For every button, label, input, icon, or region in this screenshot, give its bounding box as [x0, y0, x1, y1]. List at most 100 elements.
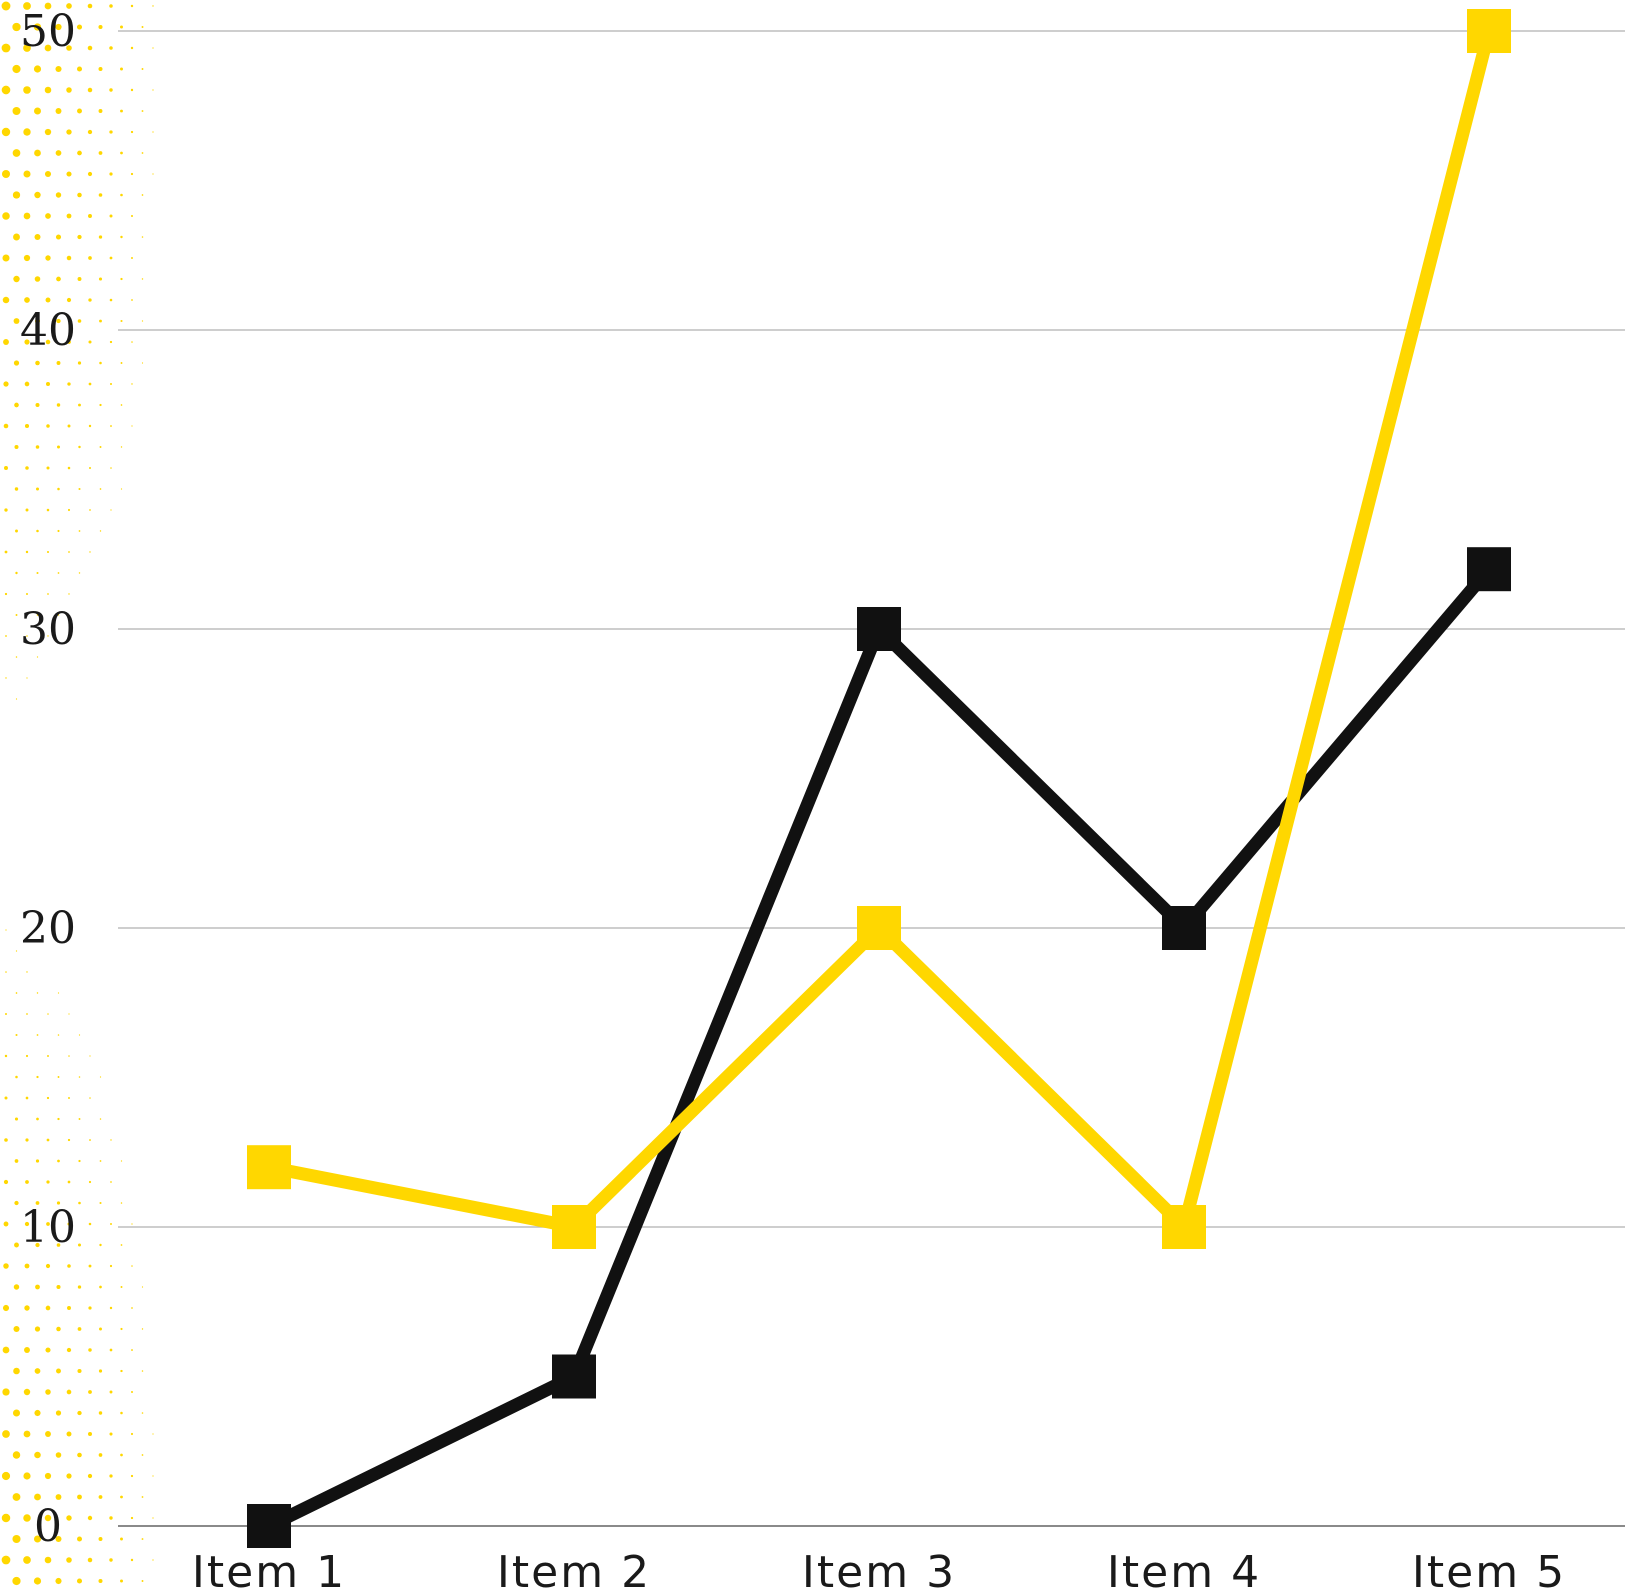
pattern-dot: [36, 1117, 39, 1121]
pattern-dot: [87, 1515, 93, 1521]
pattern-dot: [46, 1180, 50, 1184]
pattern-dot: [15, 950, 18, 952]
pattern-dot: [57, 1117, 60, 1121]
y-tick-label: 0: [34, 1501, 62, 1552]
pattern-dot: [88, 298, 92, 302]
pattern-dot: [1, 1555, 11, 1565]
pattern-dot: [12, 191, 21, 199]
pattern-dot: [98, 1495, 103, 1499]
pattern-dot: [23, 254, 31, 262]
pattern-dot: [44, 128, 52, 136]
pattern-dot: [3, 381, 9, 387]
pattern-dot: [98, 1453, 103, 1457]
pattern-dot: [12, 149, 21, 157]
pattern-dot: [44, 2, 52, 10]
pattern-dot: [88, 214, 92, 218]
pattern-dot: [66, 171, 72, 177]
pattern-dot: [67, 382, 71, 386]
pattern-dot: [152, 89, 154, 91]
pattern-dot: [109, 1264, 113, 1268]
pattern-dot: [12, 22, 21, 32]
pattern-dot: [88, 1222, 92, 1226]
pattern-dot: [130, 130, 134, 134]
pattern-dot: [89, 1055, 91, 1057]
pattern-dot: [77, 361, 82, 365]
pattern-dot: [4, 1054, 8, 1058]
pattern-dot: [55, 65, 62, 73]
pattern-dot: [55, 150, 62, 156]
pattern-dot: [2, 1388, 10, 1396]
pattern-dot: [130, 214, 134, 218]
pattern-dot: [120, 193, 123, 197]
x-tick-label: Item 3: [802, 1547, 956, 1593]
pattern-dot: [87, 129, 93, 135]
pattern-dot: [87, 1473, 93, 1479]
pattern-dot: [77, 1536, 82, 1542]
pattern-dot: [3, 339, 9, 345]
pattern-dot: [13, 275, 20, 283]
y-tick-label: 10: [20, 1202, 76, 1253]
pattern-dot: [13, 360, 20, 366]
pattern-dot: [56, 1284, 61, 1290]
pattern-dot: [67, 1306, 71, 1310]
pattern-dot: [78, 1159, 81, 1163]
pattern-dot: [5, 1013, 7, 1015]
pattern-dot: [23, 1430, 31, 1438]
pattern-dot: [34, 233, 41, 241]
pattern-dot: [34, 1451, 41, 1459]
series-marker: [552, 1354, 596, 1399]
pattern-dot: [1, 169, 11, 179]
y-tick-label: 50: [20, 6, 76, 57]
pattern-dot: [78, 1118, 81, 1120]
pattern-dot: [109, 298, 113, 302]
pattern-dot: [120, 1537, 123, 1541]
pattern-dot: [78, 530, 81, 532]
x-tick-label: Item 4: [1107, 1547, 1261, 1593]
pattern-dot: [34, 276, 41, 282]
pattern-dot: [56, 1243, 61, 1247]
pattern-dot: [34, 107, 41, 115]
pattern-dot: [12, 1451, 21, 1459]
pattern-dot: [4, 508, 8, 512]
pattern-dot: [130, 1474, 134, 1478]
pattern-dot: [23, 2, 31, 10]
pattern-dot: [152, 1433, 154, 1435]
pattern-dot: [57, 572, 60, 574]
pattern-dot: [33, 65, 42, 73]
pattern-dot: [78, 487, 81, 491]
pattern-dot: [109, 88, 113, 92]
pattern-dot: [67, 508, 71, 512]
pattern-dot: [99, 319, 102, 323]
pattern-dot: [141, 1454, 144, 1456]
pattern-dot: [77, 108, 82, 114]
pattern-dot: [110, 509, 112, 511]
pattern-dot: [141, 110, 144, 112]
pattern-dot: [57, 1159, 60, 1163]
pattern-dot: [55, 1535, 62, 1543]
pattern-dot: [87, 1557, 93, 1563]
pattern-dot: [130, 4, 134, 8]
pattern-dot: [141, 1580, 144, 1582]
pattern-dot: [15, 1033, 18, 1037]
pattern-dot: [88, 466, 92, 470]
pattern-dot: [120, 67, 123, 71]
pattern-dot: [34, 1493, 41, 1501]
pattern-dot: [57, 1076, 60, 1078]
pattern-dot: [130, 1516, 134, 1520]
pattern-dot: [23, 86, 31, 94]
pattern-dot: [89, 1097, 91, 1099]
pattern-dot: [15, 992, 18, 994]
y-tick-label: 20: [20, 903, 76, 954]
pattern-dot: [131, 257, 133, 259]
pattern-dot: [109, 1390, 113, 1394]
pattern-dot: [14, 402, 19, 408]
pattern-dot: [56, 361, 61, 365]
pattern-dot: [23, 1556, 31, 1564]
pattern-dot: [120, 1244, 123, 1246]
series-marker: [1162, 1205, 1206, 1249]
pattern-dot: [24, 339, 30, 345]
pattern-dot: [3, 1263, 9, 1269]
pattern-dot: [68, 1013, 70, 1015]
pattern-dot: [34, 318, 41, 324]
pattern-dot: [78, 1243, 81, 1247]
